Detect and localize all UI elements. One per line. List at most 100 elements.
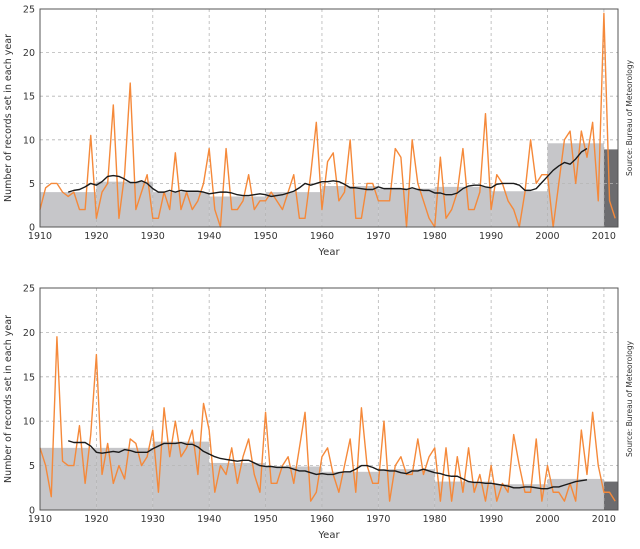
average-point bbox=[287, 466, 289, 468]
average-point bbox=[530, 486, 532, 488]
annual-point bbox=[349, 438, 351, 440]
average-point bbox=[344, 471, 346, 473]
average-point bbox=[225, 191, 227, 193]
average-point bbox=[124, 449, 126, 451]
annual-point bbox=[90, 434, 92, 436]
average-point bbox=[73, 442, 75, 444]
annual-point bbox=[259, 200, 261, 202]
average-point bbox=[445, 474, 447, 476]
annual-point bbox=[496, 500, 498, 502]
average-point bbox=[439, 473, 441, 475]
annual-point bbox=[535, 183, 537, 185]
source-note: Source: Bureau of Meteorology bbox=[625, 59, 634, 176]
average-point bbox=[197, 190, 199, 192]
annual-point bbox=[344, 191, 346, 193]
annual-point bbox=[524, 191, 526, 193]
x-tick-label: 1950 bbox=[253, 514, 277, 525]
annual-point bbox=[377, 200, 379, 202]
annual-point bbox=[530, 491, 532, 493]
annual-point bbox=[490, 465, 492, 467]
average-point bbox=[355, 468, 357, 470]
average-point bbox=[146, 451, 148, 453]
annual-point bbox=[394, 148, 396, 150]
annual-point bbox=[597, 200, 599, 202]
average-point bbox=[434, 192, 436, 194]
average-point bbox=[327, 181, 329, 183]
average-point bbox=[552, 486, 554, 488]
annual-point bbox=[304, 217, 306, 219]
annual-point bbox=[389, 200, 391, 202]
annual-point bbox=[603, 12, 605, 14]
annual-point bbox=[609, 200, 611, 202]
annual-point bbox=[287, 456, 289, 458]
annual-point bbox=[462, 491, 464, 493]
annual-point bbox=[124, 478, 126, 480]
average-point bbox=[456, 475, 458, 477]
average-point bbox=[411, 187, 413, 189]
average-point bbox=[496, 483, 498, 485]
average-point bbox=[586, 148, 588, 150]
average-point bbox=[208, 453, 210, 455]
average-point bbox=[270, 466, 272, 468]
average-point bbox=[558, 486, 560, 488]
average-point bbox=[490, 482, 492, 484]
annual-point bbox=[259, 491, 261, 493]
average-point bbox=[304, 183, 306, 185]
average-point bbox=[304, 470, 306, 472]
annual-point bbox=[327, 161, 329, 163]
annual-point bbox=[400, 156, 402, 158]
average-point bbox=[163, 443, 165, 445]
x-tick-label: 1920 bbox=[84, 514, 108, 525]
annual-point bbox=[552, 491, 554, 493]
annual-point bbox=[79, 425, 81, 427]
average-point bbox=[248, 459, 250, 461]
average-point bbox=[389, 188, 391, 190]
annual-point bbox=[225, 474, 227, 476]
average-point bbox=[389, 470, 391, 472]
average-point bbox=[186, 443, 188, 445]
average-point bbox=[107, 176, 109, 178]
average-point bbox=[276, 195, 278, 197]
x-tick-label: 1930 bbox=[141, 514, 165, 525]
average-point bbox=[535, 188, 537, 190]
annual-point bbox=[158, 217, 160, 219]
annual-point bbox=[304, 411, 306, 413]
annual-point bbox=[547, 465, 549, 467]
annual-point bbox=[609, 491, 611, 493]
average-point bbox=[468, 185, 470, 187]
average-point bbox=[203, 191, 205, 193]
average-point bbox=[468, 481, 470, 483]
x-tick-label: 1970 bbox=[366, 231, 390, 242]
decade-bar bbox=[321, 186, 379, 227]
annual-point bbox=[541, 500, 543, 502]
annual-point bbox=[439, 500, 441, 502]
annual-point bbox=[214, 209, 216, 211]
annual-point bbox=[321, 456, 323, 458]
annual-point bbox=[394, 465, 396, 467]
annual-point bbox=[293, 482, 295, 484]
annual-point bbox=[62, 191, 64, 193]
average-point bbox=[423, 189, 425, 191]
average-point bbox=[451, 475, 453, 477]
annual-point bbox=[73, 191, 75, 193]
annual-point bbox=[372, 482, 374, 484]
annual-point bbox=[253, 209, 255, 211]
y-tick-label: 15 bbox=[23, 372, 35, 383]
annual-point bbox=[146, 174, 148, 176]
x-axis-label: Year bbox=[317, 247, 340, 258]
annual-point bbox=[152, 429, 154, 431]
annual-point bbox=[118, 217, 120, 219]
average-point bbox=[439, 192, 441, 194]
annual-point bbox=[439, 156, 441, 158]
annual-point bbox=[174, 420, 176, 422]
annual-point bbox=[569, 130, 571, 132]
annual-point bbox=[79, 209, 81, 211]
annual-point bbox=[541, 174, 543, 176]
annual-point bbox=[310, 174, 312, 176]
annual-point bbox=[445, 217, 447, 219]
annual-point bbox=[580, 429, 582, 431]
annual-point bbox=[417, 438, 419, 440]
average-point bbox=[180, 189, 182, 191]
annual-point bbox=[411, 139, 413, 141]
annual-point bbox=[208, 148, 210, 150]
